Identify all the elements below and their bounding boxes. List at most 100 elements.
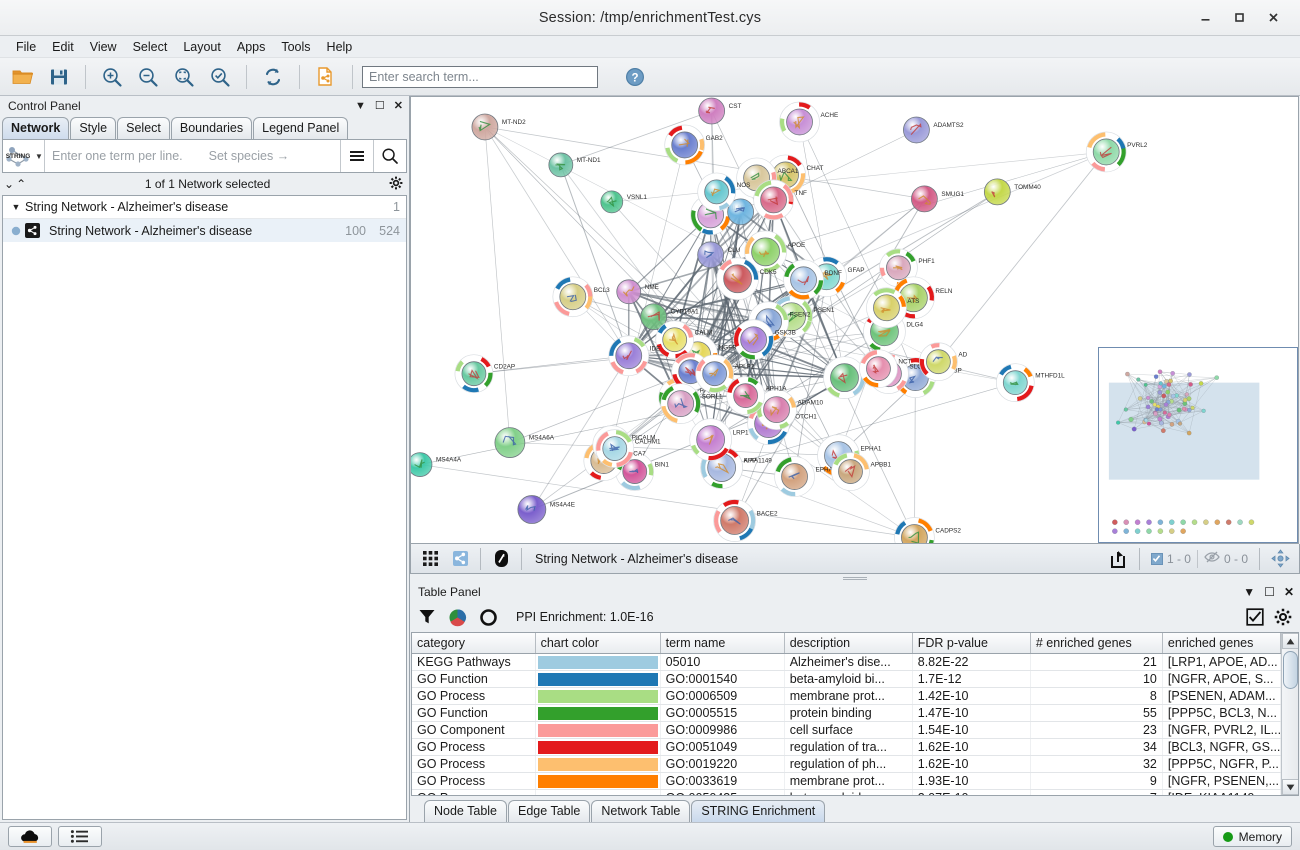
node-sphere[interactable]: [983, 178, 1011, 206]
menu-edit[interactable]: Edit: [52, 39, 74, 54]
menu-layout[interactable]: Layout: [183, 39, 221, 54]
node-sphere[interactable]: [866, 356, 891, 382]
network-node[interactable]: MTHFD1L: [995, 363, 1065, 402]
zoom-in-icon[interactable]: [95, 61, 129, 93]
network-node[interactable]: CDK5: [716, 257, 777, 301]
node-sphere[interactable]: [873, 294, 900, 322]
search-input[interactable]: [362, 65, 598, 88]
network-canvas[interactable]: MT-ND2 MT-ND1 VSNL1 CD2AP MS4A4A MS4A6A MS4A4E…: [411, 97, 1298, 544]
network-node[interactable]: APOE: [744, 230, 806, 274]
node-sphere[interactable]: [903, 116, 930, 144]
network-node[interactable]: CST: [698, 97, 742, 125]
grid-layout-icon[interactable]: [415, 547, 445, 571]
table-row[interactable]: KEGG Pathways 05010 Alzheimer's dise... 8.8…: [412, 653, 1281, 671]
table-panel-dropdown-icon[interactable]: ▼: [1243, 585, 1256, 599]
node-sphere[interactable]: [667, 390, 695, 418]
network-view[interactable]: MT-ND2 MT-ND1 VSNL1 CD2AP MS4A4A MS4A6A MS4A4E…: [410, 96, 1299, 544]
node-sphere[interactable]: [671, 131, 699, 159]
filter-icon[interactable]: [418, 608, 436, 626]
network-node[interactable]: CLU: [697, 241, 741, 269]
network-node[interactable]: IDE: [608, 335, 661, 377]
enrichment-table-wrapper[interactable]: category chart color term name descripti…: [411, 632, 1299, 796]
table-row[interactable]: GO Component GO:0009986 cell surface 1.54E-…: [412, 721, 1281, 739]
node-sphere[interactable]: [911, 185, 938, 213]
scrollbar-thumb[interactable]: [1282, 651, 1298, 689]
network-node[interactable]: MT-ND2: [471, 113, 526, 141]
node-sphere[interactable]: [723, 264, 753, 294]
table-row[interactable]: GO Function GO:0005515 protein binding 1.47…: [412, 704, 1281, 722]
network-node[interactable]: TNF: [753, 179, 807, 221]
network-node[interactable]: SORL1: [660, 383, 723, 424]
node-sphere[interactable]: [727, 198, 755, 226]
menu-tools[interactable]: Tools: [281, 39, 311, 54]
collapse-all-icon[interactable]: ⌄: [4, 177, 15, 191]
network-node[interactable]: VSNL1: [600, 190, 648, 214]
menu-help[interactable]: Help: [326, 39, 353, 54]
gear-icon[interactable]: [1274, 608, 1292, 626]
menu-file[interactable]: File: [16, 39, 37, 54]
node-sphere[interactable]: [901, 524, 928, 544]
selected-nodes-chip[interactable]: 1 - 0: [1145, 552, 1197, 566]
column-header-term-name[interactable]: term name: [660, 633, 785, 654]
save-icon[interactable]: [42, 61, 76, 93]
network-node[interactable]: BDNF: [783, 259, 842, 301]
network-node[interactable]: NOS: [697, 172, 751, 212]
table-panel-float-icon[interactable]: ☐: [1264, 585, 1275, 599]
minimize-button[interactable]: [1188, 3, 1222, 33]
network-node[interactable]: ADAMTS2: [903, 116, 964, 144]
tab-boundaries[interactable]: Boundaries: [170, 117, 253, 139]
panel-float-icon[interactable]: ☐: [374, 99, 385, 112]
node-sphere[interactable]: [926, 349, 951, 375]
vertical-splitter[interactable]: [410, 574, 1300, 582]
gear-icon[interactable]: [389, 176, 403, 193]
network-node[interactable]: APLP2: [695, 354, 755, 394]
network-node[interactable]: CYP19A1: [640, 303, 699, 331]
zoom-out-icon[interactable]: [131, 61, 165, 93]
network-node[interactable]: MS4A4A: [411, 452, 462, 477]
panel-dropdown-icon[interactable]: ▼: [355, 99, 366, 112]
node-sphere[interactable]: [760, 186, 787, 214]
network-tree[interactable]: ▼ String Network - Alzheimer's disease 1…: [2, 195, 407, 820]
network-node[interactable]: EPHA5: [774, 456, 837, 497]
table-panel-close-icon[interactable]: ✕: [1283, 585, 1294, 599]
tab-edge-table[interactable]: Edge Table: [508, 800, 591, 822]
node-sphere[interactable]: [640, 303, 668, 331]
donut-chart-icon[interactable]: [479, 608, 498, 627]
menu-apps[interactable]: Apps: [236, 39, 266, 54]
network-node[interactable]: MS4A4E: [517, 495, 575, 524]
hamburger-icon[interactable]: [340, 140, 373, 172]
menu-view[interactable]: View: [89, 39, 117, 54]
menu-select[interactable]: Select: [132, 39, 168, 54]
panel-close-icon[interactable]: ✕: [393, 99, 403, 112]
network-node[interactable]: ADAM10: [756, 389, 824, 430]
tab-network-table[interactable]: Network Table: [591, 800, 691, 822]
scroll-up-arrow-icon[interactable]: [1281, 633, 1298, 649]
magnifier-icon[interactable]: [373, 140, 406, 172]
network-node[interactable]: ATS: [866, 287, 919, 329]
table-row[interactable]: GO Process GO:0019220 regulation of ph... 1…: [412, 755, 1281, 773]
network-node[interactable]: AD: [919, 342, 968, 382]
network-node[interactable]: GSK3B: [733, 319, 796, 361]
pie-chart-icon[interactable]: [448, 608, 467, 627]
tab-legend-panel[interactable]: Legend Panel: [253, 117, 349, 139]
node-sphere[interactable]: [781, 463, 808, 490]
scroll-down-arrow-icon[interactable]: [1281, 779, 1298, 795]
scrollbar-track[interactable]: [1282, 689, 1299, 779]
network-node[interactable]: APH1A: [726, 376, 788, 415]
network-node[interactable]: MT-ND1: [548, 152, 601, 178]
node-sphere[interactable]: [838, 459, 863, 484]
refresh-icon[interactable]: [256, 61, 290, 93]
node-sphere[interactable]: [517, 495, 547, 524]
tree-network-row[interactable]: String Network - Alzheimer's disease 100…: [3, 219, 406, 242]
network-node[interactable]: ACHE: [779, 101, 839, 143]
hidden-nodes-chip[interactable]: 0 - 0: [1198, 551, 1254, 566]
column-header-enriched-gene-count[interactable]: # enriched genes: [1030, 633, 1163, 654]
network-node[interactable]: TOMM40: [983, 178, 1041, 206]
zoom-selected-icon[interactable]: [203, 61, 237, 93]
network-node[interactable]: APBB1: [831, 452, 892, 491]
close-button[interactable]: [1256, 3, 1290, 33]
node-sphere[interactable]: [494, 427, 526, 458]
network-node[interactable]: CALM: [655, 320, 713, 360]
tab-node-table[interactable]: Node Table: [424, 800, 508, 822]
column-header-enriched-genes[interactable]: enriched genes: [1162, 633, 1281, 654]
